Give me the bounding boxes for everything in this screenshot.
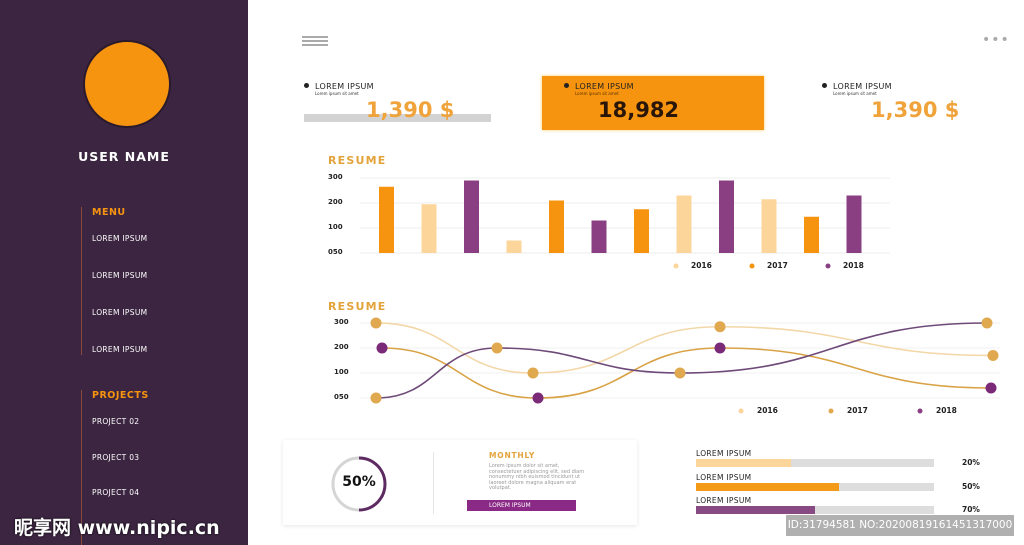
data-point-2018[interactable] [981, 317, 993, 329]
data-point-2017[interactable] [714, 342, 726, 354]
bar-2018[interactable] [846, 195, 862, 254]
data-point-2018[interactable] [370, 392, 382, 404]
stat-value: 1,390 $ [871, 98, 960, 122]
bar-2017[interactable] [804, 216, 819, 253]
stat-sub: Lorem ipsum sit amet [833, 91, 877, 96]
monthly-card [283, 440, 637, 525]
data-point-2018[interactable] [674, 367, 686, 379]
project-item[interactable]: PROJECT 04 [92, 488, 140, 497]
bar-2018[interactable] [464, 180, 479, 254]
data-point-2017[interactable] [376, 342, 388, 354]
progress-fill [696, 482, 839, 491]
stat-value: 1,390 $ [366, 98, 455, 122]
data-point-2016[interactable] [527, 367, 539, 379]
bar-2016[interactable] [506, 240, 522, 254]
progress-track [696, 482, 934, 491]
progress-percent: 50% [962, 481, 980, 491]
data-point-2017[interactable] [985, 382, 997, 394]
user-name: USER NAME [78, 149, 170, 164]
legend-label: 2016 [757, 406, 778, 415]
bar-2018[interactable] [591, 220, 607, 254]
legend-marker [749, 263, 755, 269]
data-point-2017[interactable] [532, 392, 544, 404]
menu-title: MENU [92, 207, 126, 218]
bar-2018[interactable] [719, 180, 734, 254]
y-tick-label: 200 [328, 198, 343, 206]
y-tick-label: 300 [334, 318, 349, 326]
y-tick-label: 050 [334, 393, 349, 401]
bar-2017[interactable] [379, 186, 394, 253]
data-point-2018[interactable] [491, 342, 503, 354]
progress-percent: 20% [962, 458, 980, 467]
projects-title: PROJECTS [92, 390, 149, 401]
legend-marker [673, 263, 679, 269]
legend-label: 2017 [847, 406, 868, 415]
legend-marker [738, 408, 744, 414]
monthly-text: Lorem ipsum dolor sit amet, consectetuer… [489, 463, 585, 492]
menu-item[interactable]: LOREM IPSUM [92, 234, 148, 243]
legend-label: 2018 [843, 261, 864, 270]
stat-label: LOREM IPSUM [564, 82, 634, 91]
progress-percent: 70% [962, 505, 980, 514]
project-item[interactable]: PROJECT 03 [92, 453, 140, 462]
legend-label: 2017 [767, 261, 788, 270]
monthly-title: MONTHLY [489, 451, 536, 460]
progress-label: LOREM IPSUM [696, 449, 752, 458]
data-point-2016[interactable] [714, 321, 726, 333]
bar-2016[interactable] [421, 204, 437, 253]
line-2017 [381, 347, 992, 399]
project-item[interactable]: PROJECT 02 [92, 417, 140, 426]
line-2018 [375, 322, 988, 399]
legend-label: 2016 [691, 261, 712, 270]
hamburger-icon[interactable] [302, 36, 328, 46]
line-chart-title: RESUME [328, 300, 387, 313]
watermark-right: ID:31794581 NO:20200819161451317000 [786, 515, 1014, 536]
legend-marker [917, 408, 923, 414]
menu-item[interactable]: LOREM IPSUM [92, 308, 148, 317]
y-tick-label: 200 [334, 343, 349, 351]
y-tick-label: 300 [328, 173, 343, 181]
menu-divider [81, 207, 82, 355]
legend-marker [828, 408, 834, 414]
bar-chart-title: RESUME [328, 154, 387, 167]
monthly-button[interactable]: LOREM IPSUM [467, 500, 576, 511]
data-point-2016[interactable] [370, 317, 382, 329]
legend-marker [825, 263, 831, 269]
avatar[interactable] [83, 40, 171, 128]
stat-sub: Lorem ipsum sit amet [575, 91, 619, 96]
watermark-left: 昵享网 www.nipic.cn [14, 517, 220, 539]
percent-label: 50% [342, 474, 376, 490]
stat-sub: Lorem ipsum sit amet [315, 91, 359, 96]
stat-underline [304, 114, 491, 122]
sidebar: USER NAME MENU LOREM IPSUM LOREM IPSUM L… [0, 0, 248, 545]
progress-track [696, 506, 934, 514]
y-tick-label: 100 [334, 368, 349, 376]
menu-item[interactable]: LOREM IPSUM [92, 345, 148, 354]
stat-label: LOREM IPSUM [822, 82, 892, 91]
progress-label: LOREM IPSUM [696, 496, 752, 505]
bar-2016[interactable] [676, 195, 692, 254]
bar-2016[interactable] [761, 199, 777, 253]
percent-ring [331, 456, 387, 512]
progress-track [696, 459, 934, 467]
y-tick-label: 100 [328, 223, 343, 231]
bar-2017[interactable] [634, 209, 649, 253]
data-point-2016[interactable] [987, 350, 999, 361]
progress-fill [696, 506, 815, 514]
card-divider [433, 452, 434, 514]
progress-fill [696, 459, 792, 467]
progress-label: LOREM IPSUM [696, 472, 752, 482]
stat-label: LOREM IPSUM [304, 82, 374, 91]
stat-value: 18,982 [598, 98, 680, 122]
bar-2017[interactable] [549, 200, 564, 254]
y-tick-label: 050 [328, 248, 343, 256]
legend-label: 2018 [936, 406, 957, 415]
menu-item[interactable]: LOREM IPSUM [92, 271, 148, 280]
projects-divider [81, 390, 82, 545]
line-2016 [375, 322, 994, 374]
